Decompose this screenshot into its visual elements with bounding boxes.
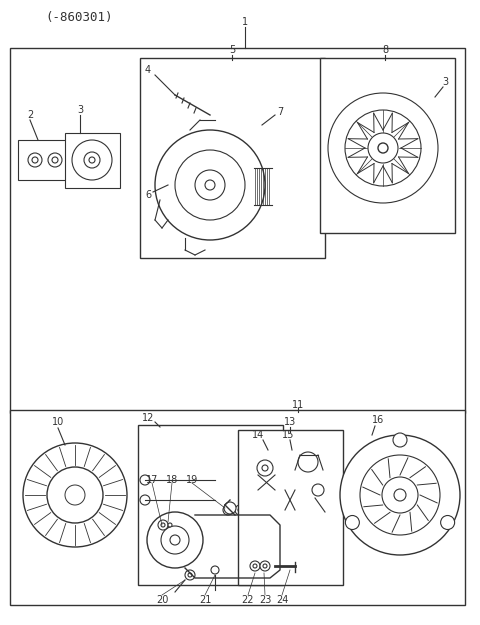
Text: 11: 11 [292, 400, 304, 410]
Circle shape [185, 570, 195, 580]
Circle shape [158, 520, 168, 530]
Circle shape [161, 526, 189, 554]
Circle shape [262, 508, 266, 512]
Text: 6: 6 [145, 190, 151, 200]
Circle shape [155, 130, 265, 240]
Circle shape [259, 505, 269, 515]
Circle shape [84, 152, 100, 168]
Text: 14: 14 [252, 430, 264, 440]
Circle shape [382, 477, 418, 513]
Circle shape [346, 516, 360, 529]
Text: 19: 19 [186, 475, 198, 485]
Circle shape [247, 505, 257, 515]
Text: 18: 18 [166, 475, 178, 485]
Circle shape [253, 564, 257, 568]
Circle shape [224, 502, 236, 514]
Circle shape [298, 452, 318, 472]
Bar [140, 58, 325, 258]
Circle shape [48, 153, 62, 167]
Circle shape [65, 485, 85, 505]
Circle shape [312, 484, 324, 496]
Text: 7: 7 [277, 107, 283, 117]
Circle shape [140, 495, 150, 505]
Text: 16: 16 [372, 415, 384, 425]
Circle shape [360, 455, 440, 535]
Text: 10: 10 [52, 417, 64, 427]
Circle shape [250, 561, 260, 571]
Circle shape [250, 508, 254, 512]
Text: 1: 1 [242, 17, 248, 27]
Circle shape [235, 505, 245, 515]
Text: 12: 12 [142, 413, 154, 423]
Text: 3: 3 [77, 105, 83, 115]
Circle shape [263, 564, 267, 568]
Circle shape [23, 443, 127, 547]
Circle shape [170, 535, 180, 545]
Text: 13: 13 [284, 417, 296, 427]
Text: 23: 23 [259, 595, 271, 605]
Circle shape [168, 523, 172, 527]
Circle shape [257, 460, 273, 476]
Text: 22: 22 [242, 595, 254, 605]
Bar [320, 58, 455, 233]
Circle shape [89, 157, 95, 163]
Text: 8: 8 [382, 45, 388, 55]
Circle shape [260, 561, 270, 571]
Text: 20: 20 [156, 595, 168, 605]
Text: 4: 4 [145, 65, 151, 75]
Circle shape [28, 153, 42, 167]
Circle shape [195, 170, 225, 200]
Circle shape [32, 157, 38, 163]
Circle shape [394, 489, 406, 501]
Circle shape [211, 566, 219, 574]
Circle shape [205, 180, 215, 190]
Text: 2: 2 [27, 110, 33, 120]
Bar [10, 48, 465, 413]
Text: 24: 24 [276, 595, 288, 605]
Circle shape [147, 512, 203, 568]
Bar [18, 140, 73, 180]
Text: 5: 5 [229, 45, 235, 55]
Circle shape [262, 465, 268, 471]
Circle shape [175, 150, 245, 220]
Text: 3: 3 [442, 77, 448, 87]
Text: (-860301): (-860301) [45, 11, 112, 24]
Text: 17: 17 [146, 475, 158, 485]
Bar [238, 430, 343, 585]
Circle shape [188, 573, 192, 577]
Bar [65, 133, 120, 188]
Circle shape [161, 523, 165, 527]
Circle shape [140, 475, 150, 485]
Bar [138, 425, 283, 585]
Circle shape [368, 133, 398, 163]
Circle shape [238, 508, 242, 512]
Circle shape [328, 93, 438, 203]
Circle shape [223, 505, 233, 515]
Circle shape [393, 433, 407, 447]
Circle shape [441, 516, 455, 529]
Circle shape [340, 435, 460, 555]
Circle shape [226, 508, 230, 512]
Bar [10, 410, 465, 605]
Circle shape [72, 140, 112, 180]
Circle shape [378, 143, 388, 153]
Text: 15: 15 [282, 430, 294, 440]
Text: 21: 21 [199, 595, 211, 605]
Circle shape [345, 110, 421, 186]
Circle shape [52, 157, 58, 163]
Circle shape [47, 467, 103, 523]
